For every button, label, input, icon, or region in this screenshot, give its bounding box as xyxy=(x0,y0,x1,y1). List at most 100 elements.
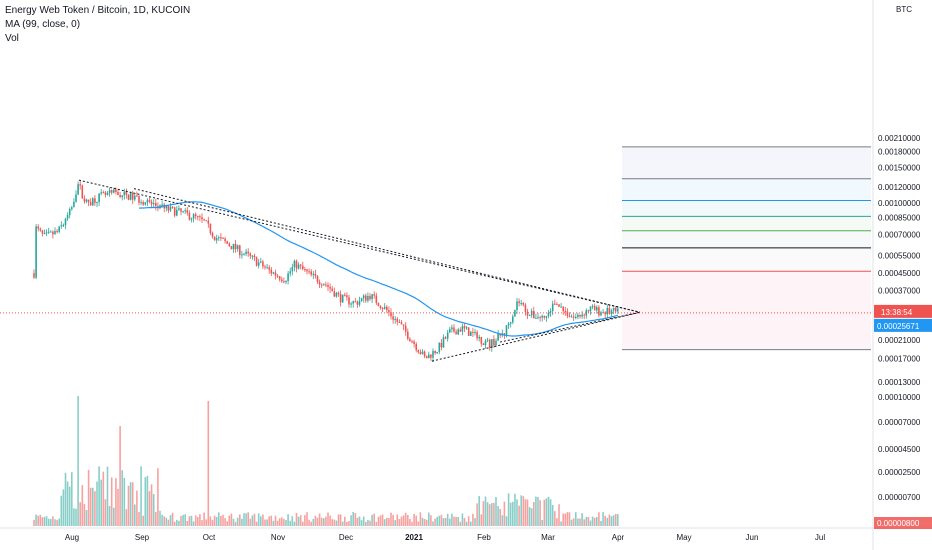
volume-bar xyxy=(407,515,409,526)
candle-body xyxy=(255,257,258,266)
volume-axis-tick-label: 0.00002500 xyxy=(878,468,921,477)
volume-bar xyxy=(509,502,512,526)
volume-bar xyxy=(264,519,266,526)
candle-body xyxy=(75,194,77,202)
candle-body xyxy=(398,321,401,323)
candle-body xyxy=(356,301,359,305)
volume-bar xyxy=(537,497,539,526)
volume-bar xyxy=(205,519,207,526)
candle-body xyxy=(295,260,298,269)
candle-body xyxy=(488,339,491,348)
volume-bar xyxy=(106,466,109,526)
candle-body xyxy=(589,306,592,312)
volume-bar xyxy=(89,487,92,526)
volume-axis-tick-label: 0.00004500 xyxy=(878,445,921,454)
volume-bar xyxy=(327,512,329,526)
candle-body xyxy=(148,200,151,202)
candle-body xyxy=(113,189,115,193)
volume-last-badge xyxy=(874,517,932,529)
candle-body xyxy=(140,202,142,204)
volume-bar xyxy=(245,513,247,526)
candle-body xyxy=(98,193,100,203)
volume-bar xyxy=(320,517,323,526)
candle-body xyxy=(125,191,128,195)
candle-body xyxy=(79,184,81,186)
candle-body xyxy=(310,271,312,275)
triangle-upper-trendline xyxy=(78,179,641,313)
candle-body xyxy=(419,352,422,354)
volume-bar xyxy=(589,520,592,526)
volume-bar xyxy=(484,496,487,526)
candle-body xyxy=(598,307,600,316)
price-axis-tick-label: 0.00055000 xyxy=(878,252,921,261)
volume-bar xyxy=(249,518,252,526)
volume-bar xyxy=(440,514,443,526)
volume-bar xyxy=(375,521,378,526)
candle-body xyxy=(207,220,210,224)
volume-bar xyxy=(176,519,178,526)
candle-body xyxy=(268,267,270,270)
volume-bar xyxy=(596,517,598,526)
candle-body xyxy=(388,310,390,313)
candle-body xyxy=(41,230,44,234)
volume-bar xyxy=(331,519,333,526)
volume-bar xyxy=(570,519,573,526)
candle-body xyxy=(579,314,581,317)
volume-bar xyxy=(556,518,558,526)
candle-body xyxy=(314,273,317,277)
candle-body xyxy=(350,303,352,305)
candle-body xyxy=(421,351,424,354)
volume-bar xyxy=(348,521,350,526)
time-axis-tick-label: Dec xyxy=(339,533,353,542)
candle-body xyxy=(533,310,535,319)
volume-bar xyxy=(285,520,287,526)
candle-body xyxy=(257,262,260,266)
volume-bar xyxy=(318,513,321,526)
volume-bar xyxy=(209,516,212,526)
volume-indicator-label[interactable]: Vol xyxy=(5,33,19,44)
volume-bar xyxy=(98,466,100,526)
volume-bar xyxy=(234,521,237,526)
price-axis-tick-label: 0.00045000 xyxy=(878,269,921,278)
volume-bar xyxy=(119,426,121,526)
fib-zone xyxy=(622,146,871,179)
candle-body xyxy=(283,281,285,283)
candle-body xyxy=(106,192,109,195)
time-axis-tick-label: Oct xyxy=(203,533,216,542)
candle-body xyxy=(348,297,350,305)
volume-bar xyxy=(253,513,256,526)
volume-bar xyxy=(442,518,445,526)
candle-body xyxy=(66,215,69,219)
volume-bar xyxy=(52,516,54,526)
symbol-title[interactable]: Energy Web Token / Bitcoin, 1D, KUCOIN xyxy=(5,5,191,16)
volume-bar xyxy=(350,515,352,526)
volume-bar xyxy=(577,518,579,526)
candle-body xyxy=(587,310,590,312)
candle-body xyxy=(467,327,470,336)
volume-bar xyxy=(568,512,571,526)
candles-group xyxy=(33,180,619,362)
candle-body xyxy=(220,237,222,239)
ma-indicator-label[interactable]: MA (99, close, 0) xyxy=(5,19,81,30)
candle-body xyxy=(411,341,413,343)
candle-body xyxy=(562,306,564,312)
candle-body xyxy=(165,205,168,209)
volume-bar xyxy=(558,504,560,526)
volume-bar xyxy=(457,517,459,526)
candle-body xyxy=(117,191,119,196)
volume-bar xyxy=(425,519,428,526)
candle-body xyxy=(407,331,409,339)
volume-bar xyxy=(230,513,233,526)
candle-body xyxy=(600,312,602,316)
volume-bar xyxy=(360,520,363,526)
volume-bar xyxy=(591,516,594,526)
volume-bar xyxy=(514,493,516,526)
volume-bar xyxy=(560,521,562,526)
candle-body xyxy=(121,195,123,197)
candle-body xyxy=(572,316,575,318)
candle-body xyxy=(39,228,42,231)
candle-body xyxy=(593,305,596,311)
candle-body xyxy=(495,340,497,346)
volume-bar xyxy=(413,513,415,526)
